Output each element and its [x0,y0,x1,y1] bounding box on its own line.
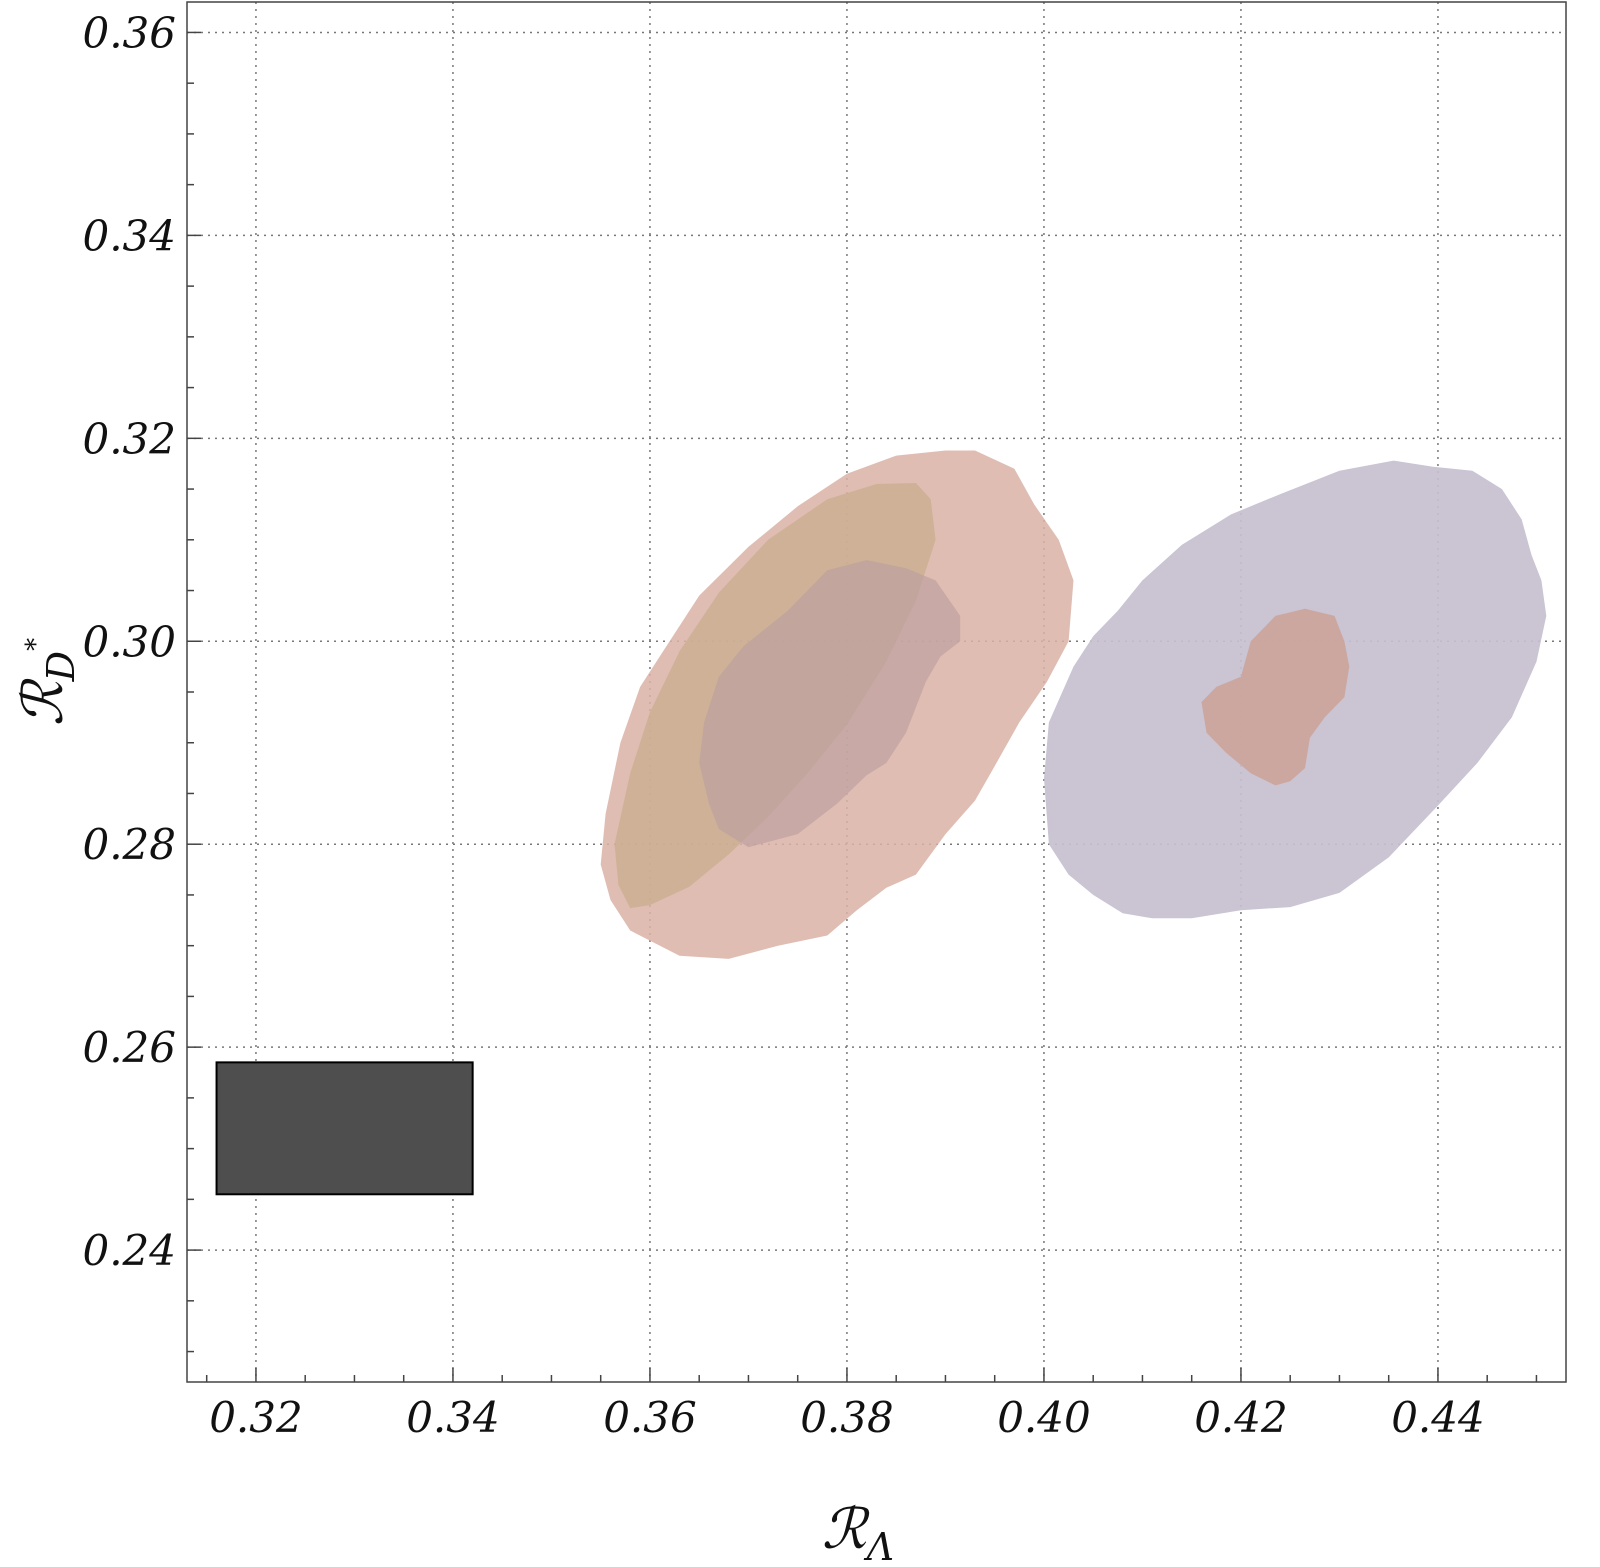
y-tick-labels: 0.24 0.26 0.28 0.30 0.32 0.34 0.36 [82,8,176,1275]
x-tick-label-3: 0.38 [800,1393,894,1442]
x-tick-label-4: 0.40 [997,1393,1091,1442]
x-tick-label-1: 0.34 [406,1393,500,1442]
y-axis-title-sub: D [39,651,83,682]
y-tick-label-6: 0.36 [82,8,176,57]
y-tick-label-0: 0.24 [82,1226,176,1275]
y-axis-title: ℛD* [11,638,83,726]
confidence-regions [600,450,1547,959]
region-pink-inner [1201,608,1350,786]
y-axis-title-sup: * [21,638,51,651]
y-tick-label-5: 0.34 [82,211,176,260]
x-tick-label-5: 0.42 [1194,1393,1288,1442]
x-tick-label-0: 0.32 [209,1393,303,1442]
x-tick-label-2: 0.36 [603,1393,697,1442]
y-tick-label-1: 0.26 [82,1023,176,1072]
x-axis-title-sub: Λ [864,1525,894,1567]
x-tick-labels: 0.32 0.34 0.36 0.38 0.40 0.42 0.44 [209,1393,1485,1442]
x-tick-label-6: 0.44 [1391,1393,1485,1442]
y-tick-label-2: 0.28 [82,820,176,869]
x-axis-title: ℛΛ [822,1497,894,1567]
axis-ticks [187,31,1538,1382]
x-axis-title-main: ℛ [822,1497,870,1562]
reference-rectangle [215,1061,474,1196]
y-axis-title-main: ℛ [11,678,76,726]
region-mauve-region [699,560,961,848]
y-tick-label-3: 0.30 [82,617,176,666]
y-tick-label-4: 0.32 [82,414,176,463]
